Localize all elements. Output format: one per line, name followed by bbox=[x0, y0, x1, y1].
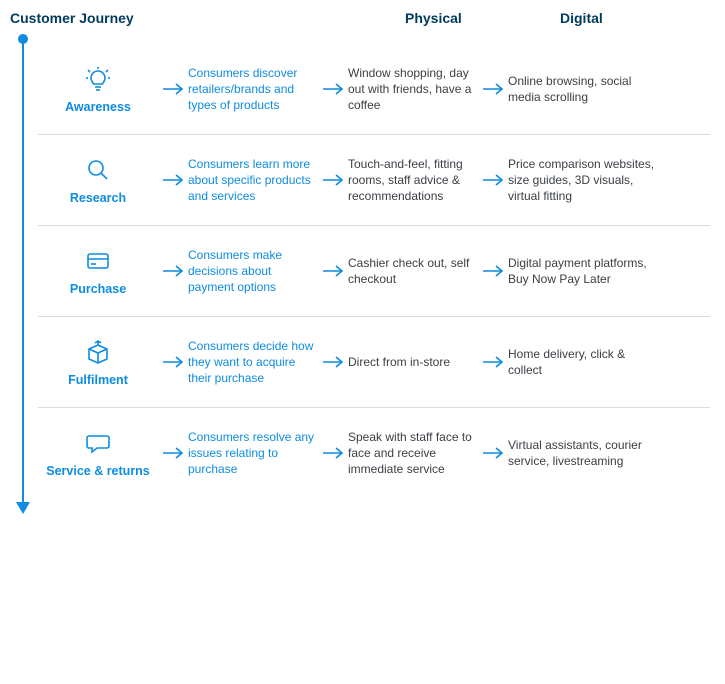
stage-physical: Window shopping, day out with friends, h… bbox=[348, 65, 478, 114]
stage-label: Awareness bbox=[38, 64, 158, 114]
card-icon bbox=[38, 246, 158, 276]
stage-digital: Digital payment platforms, Buy Now Pay L… bbox=[508, 255, 658, 287]
stage-digital: Price comparison websites, size guides, … bbox=[508, 156, 658, 205]
arrow-icon bbox=[478, 83, 508, 95]
stage-research: Research Consumers learn more about spec… bbox=[38, 135, 710, 226]
stage-description: Consumers resolve any issues relating to… bbox=[188, 429, 318, 478]
timeline-line bbox=[22, 38, 24, 504]
arrow-icon bbox=[478, 447, 508, 459]
arrow-icon bbox=[478, 265, 508, 277]
stage-label: Service & returns bbox=[38, 428, 158, 478]
stage-label: Fulfilment bbox=[38, 337, 158, 387]
stage-physical: Speak with staff face to face and receiv… bbox=[348, 429, 478, 478]
header-digital: Digital bbox=[520, 10, 690, 26]
stage-label: Research bbox=[38, 155, 158, 205]
arrow-icon bbox=[158, 265, 188, 277]
timeline-arrowhead bbox=[16, 502, 30, 514]
stage-name: Fulfilment bbox=[38, 373, 158, 387]
arrow-icon bbox=[318, 447, 348, 459]
stage-label: Purchase bbox=[38, 246, 158, 296]
header-physical: Physical bbox=[345, 10, 520, 26]
stage-description: Consumers decide how they want to acquir… bbox=[188, 338, 318, 387]
arrow-icon bbox=[318, 83, 348, 95]
stage-digital: Virtual assistants, courier service, liv… bbox=[508, 437, 658, 469]
stage-awareness: Awareness Consumers discover retailers/b… bbox=[38, 44, 710, 135]
arrow-icon bbox=[158, 447, 188, 459]
magnify-icon bbox=[38, 155, 158, 185]
stage-physical: Direct from in-store bbox=[348, 354, 478, 370]
stage-fulfilment: Fulfilment Consumers decide how they wan… bbox=[38, 317, 710, 408]
arrow-icon bbox=[318, 356, 348, 368]
arrow-icon bbox=[158, 174, 188, 186]
arrow-icon bbox=[318, 174, 348, 186]
chat-icon bbox=[38, 428, 158, 458]
stage-digital: Home delivery, click & collect bbox=[508, 346, 658, 378]
stage-name: Service & returns bbox=[38, 464, 158, 478]
arrow-icon bbox=[158, 83, 188, 95]
header-journey: Customer Journey bbox=[10, 10, 190, 26]
arrow-icon bbox=[478, 356, 508, 368]
stage-name: Awareness bbox=[38, 100, 158, 114]
stage-description: Consumers discover retailers/brands and … bbox=[188, 65, 318, 114]
stage-name: Purchase bbox=[38, 282, 158, 296]
stage-name: Research bbox=[38, 191, 158, 205]
timeline: Awareness Consumers discover retailers/b… bbox=[10, 44, 710, 498]
column-headers: Customer Journey Physical Digital bbox=[10, 10, 710, 26]
arrow-icon bbox=[158, 356, 188, 368]
box-icon bbox=[38, 337, 158, 367]
stage-service-returns: Service & returns Consumers resolve any … bbox=[38, 408, 710, 498]
stage-digital: Online browsing, social media scrolling bbox=[508, 73, 658, 105]
lightbulb-icon bbox=[38, 64, 158, 94]
arrow-icon bbox=[478, 174, 508, 186]
stage-description: Consumers make decisions about payment o… bbox=[188, 247, 318, 296]
stage-physical: Touch-and-feel, fitting rooms, staff adv… bbox=[348, 156, 478, 205]
stage-description: Consumers learn more about specific prod… bbox=[188, 156, 318, 205]
stage-physical: Cashier check out, self checkout bbox=[348, 255, 478, 287]
stage-purchase: Purchase Consumers make decisions about … bbox=[38, 226, 710, 317]
arrow-icon bbox=[318, 265, 348, 277]
